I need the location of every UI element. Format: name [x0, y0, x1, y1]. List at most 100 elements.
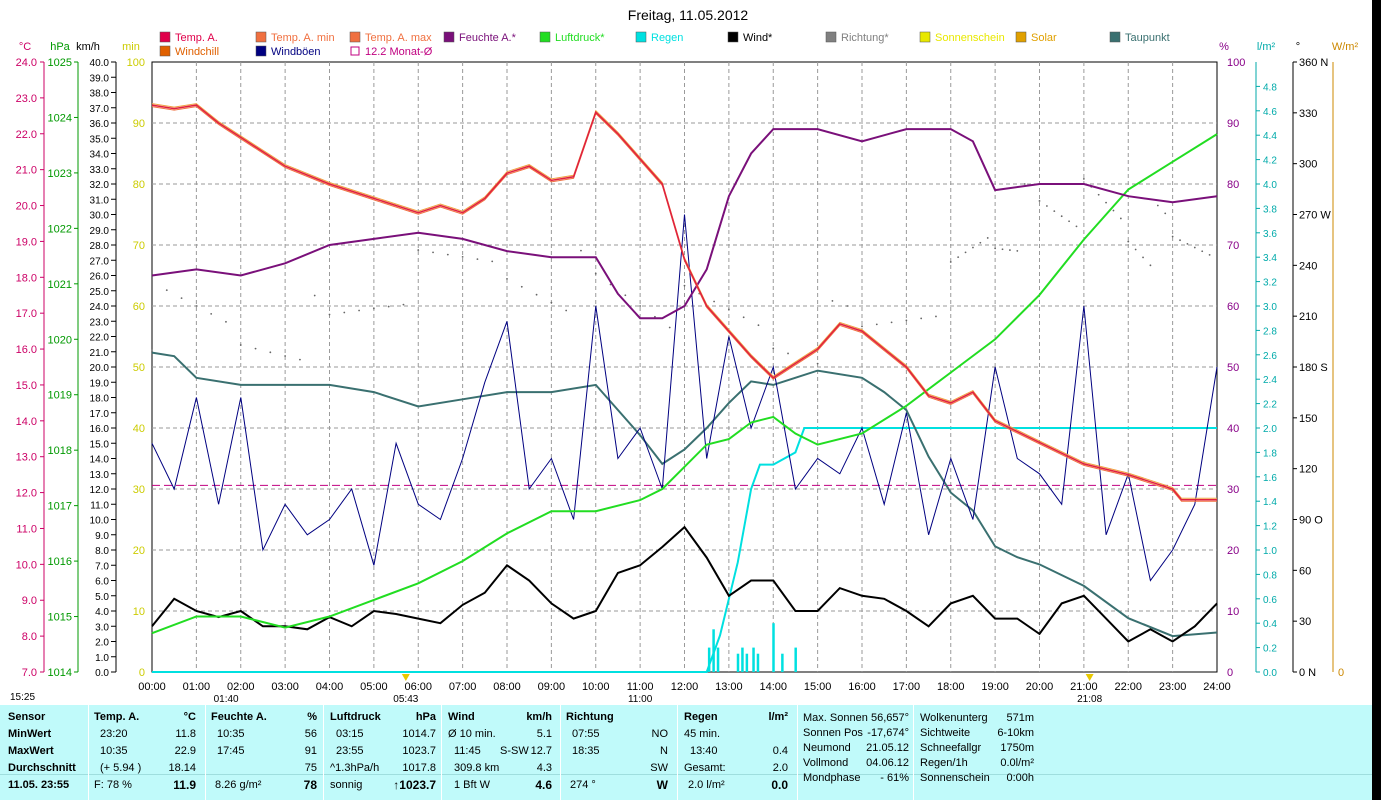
- wind-tick-label: 26.0: [90, 272, 110, 283]
- legend: Temp. A. Temp. A. min Temp. A. max Feuchte …: [159, 31, 1170, 58]
- min-tick-label: 60: [133, 301, 145, 313]
- sensor-row: Durchschnitt: [8, 762, 76, 774]
- richtung-point: [1208, 253, 1211, 256]
- wind-value: 5.1: [536, 728, 552, 740]
- richtung-point: [165, 289, 168, 292]
- rain-tick-label: 3.8: [1263, 204, 1277, 215]
- dir-tick-label: 60: [1299, 565, 1311, 577]
- hum-tick-label: 0: [1227, 667, 1233, 679]
- richtung-point: [668, 326, 671, 329]
- grid: [152, 62, 1217, 672]
- legend-label: 12.2 Monat-Ø: [365, 46, 433, 58]
- wolken-column: Wolkenunterg 571m Sichtweite 6-10km Schnee…: [920, 711, 1036, 786]
- sonne-column: Max. Sonnen 56,657° Sonnen Pos -17,674° Ne…: [803, 711, 911, 786]
- stats-panel: Sensor MinWert MaxWert Durchschnitt 11.0…: [0, 705, 1381, 800]
- wind-column: Wind km/h Ø 10 min. 5.1 11:45 S-SW 12.7 309.…: [448, 709, 556, 794]
- sonne-value: - 61%: [880, 772, 909, 784]
- temp-value: 11.8: [175, 728, 196, 740]
- richtung-time: 07:55: [572, 728, 600, 740]
- richtung-current: W: [656, 778, 668, 792]
- x-tick-label: 07:00: [449, 681, 477, 693]
- dir-tick-label: 30: [1299, 616, 1311, 628]
- rain-tick-label: 3.6: [1263, 229, 1277, 240]
- richtung-point: [313, 294, 316, 297]
- dir-tick-label: 90 O: [1299, 515, 1323, 527]
- luftdruck-time: 03:15: [336, 728, 364, 740]
- weather-chart: Freitag, 11.05.2012 Temp. A. Temp. A. min…: [10, 7, 1359, 705]
- dir-tick-label: 120: [1299, 464, 1317, 476]
- temp-tick-label: 8.0: [22, 631, 37, 643]
- richtung-point: [787, 352, 789, 355]
- richtung-column: Richtung 07:55 NO 18:35 N SW 274 ° W: [566, 709, 672, 794]
- rain-tick-label: 0.8: [1263, 570, 1277, 581]
- richtung-point: [1009, 249, 1011, 251]
- hum-tick-label: 70: [1227, 240, 1239, 252]
- legend-swatch: [635, 31, 647, 43]
- rain-tick-label: 1.6: [1263, 473, 1277, 484]
- min-tick-label: 50: [133, 362, 145, 374]
- min-tick-label: 80: [133, 179, 145, 191]
- press-tick-label: 1024: [48, 112, 72, 124]
- richtung-point: [1179, 239, 1181, 242]
- wind-tick-label: 32.0: [90, 180, 110, 191]
- x-tick-label: 23:00: [1159, 681, 1187, 693]
- richtung-point: [1082, 178, 1085, 180]
- regen-bar: [745, 653, 749, 672]
- temp-unit: °C: [183, 711, 196, 723]
- richtung-point: [550, 301, 553, 304]
- wind-tick-label: 9.0: [95, 531, 109, 542]
- wind-tick-label: 28.0: [90, 241, 110, 252]
- richtung-point: [1127, 240, 1130, 243]
- luftdruck-value: 1017.8: [402, 762, 436, 774]
- richtung-point: [905, 319, 908, 322]
- x-tick-label: 09:00: [538, 681, 566, 693]
- press-tick-label: 1018: [48, 445, 72, 457]
- axis-units: °C hPa km/h min% l/m² ° W/m²: [19, 41, 1359, 53]
- min-tick-label: 0: [139, 667, 145, 679]
- wind-tick-label: 15.0: [90, 439, 110, 450]
- wolken-value: 6-10km: [997, 727, 1034, 739]
- min-tick-label: 70: [133, 240, 145, 252]
- legend-swatch: [255, 45, 267, 57]
- richtung-point: [742, 316, 745, 319]
- temp-column: Temp. A. °C 23:20 11.8 10:35 22.9 (+ 5.94 )…: [94, 709, 200, 794]
- dir-tick-label: 300: [1299, 159, 1317, 171]
- richtung-value: N: [660, 745, 668, 757]
- regen-column: Regen l/m² 45 min. 13:40 0.4 Gesamt: 2.0 2.…: [684, 709, 792, 794]
- sunrise-marker: 05:43: [393, 694, 418, 705]
- richtung-point: [195, 305, 198, 307]
- richtung-point: [1060, 215, 1063, 218]
- temp-current: 11.9: [173, 778, 196, 792]
- x-tick-label: 15:00: [804, 681, 832, 693]
- wind-tick-label: 2.0: [95, 638, 109, 649]
- richtung-point: [846, 305, 849, 307]
- legend-label: Richtung*: [841, 32, 889, 44]
- richtung-point: [328, 313, 331, 316]
- richtung-point: [683, 284, 686, 287]
- temp-tick-label: 16.0: [16, 344, 37, 356]
- x-tick-label: 22:00: [1114, 681, 1142, 693]
- press-tick-label: 1015: [48, 612, 72, 624]
- wolken-label: Wolkenunterg: [920, 712, 988, 724]
- hum-tick-label: 80: [1227, 179, 1239, 191]
- legend-swatch: [159, 31, 171, 43]
- wind-tick-label: 13.0: [90, 470, 110, 481]
- wind-tick-label: 5.0: [95, 592, 109, 603]
- wind-tick-label: 24.0: [90, 302, 110, 313]
- temp-tick-label: 15.0: [16, 380, 37, 392]
- richtung-point: [269, 351, 272, 354]
- richtung-point: [639, 305, 642, 307]
- legend-swatch: [919, 31, 931, 43]
- rain-tick-label: 3.0: [1263, 302, 1277, 313]
- rain-tick-label: 0.6: [1263, 595, 1277, 606]
- x-tick-label: 18:00: [937, 681, 965, 693]
- wind-tick-label: 23.0: [90, 317, 110, 328]
- rain-tick-label: 4.4: [1263, 131, 1277, 142]
- regen-bar: [772, 623, 775, 672]
- wind-tick-label: 20.0: [90, 363, 110, 374]
- wind-tick-label: 25.0: [90, 287, 110, 298]
- legend-swatch: [159, 45, 171, 57]
- richtung-point: [491, 260, 494, 263]
- richtung-point: [1134, 248, 1137, 251]
- richtung-point: [713, 300, 715, 303]
